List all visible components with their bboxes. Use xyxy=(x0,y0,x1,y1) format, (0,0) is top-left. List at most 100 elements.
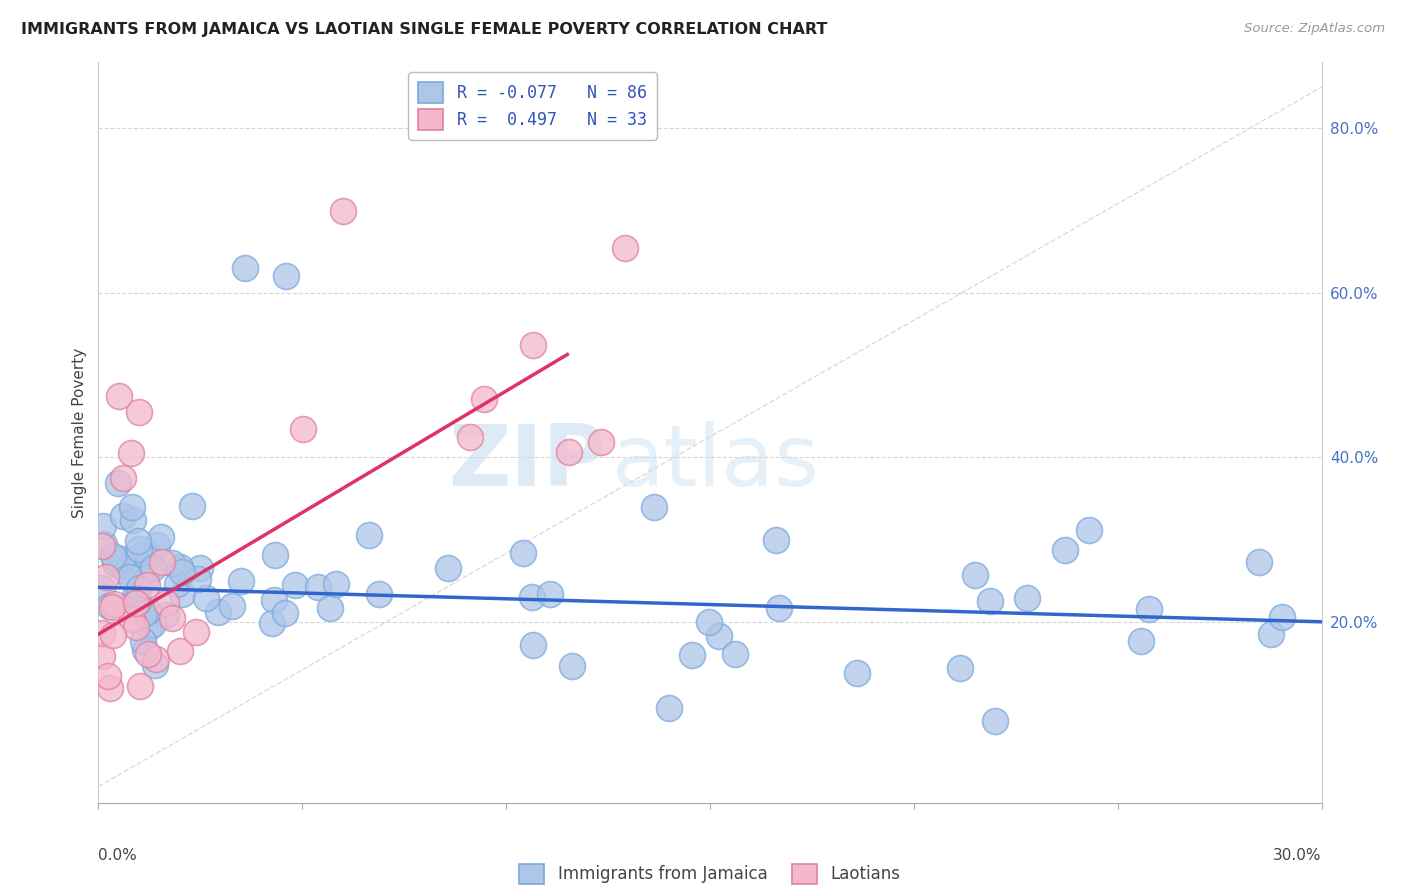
Point xyxy=(111,552,134,566)
Point xyxy=(142,561,165,575)
Point xyxy=(149,530,172,544)
Point xyxy=(522,638,544,652)
Point xyxy=(134,643,156,657)
Point xyxy=(561,659,583,673)
Point xyxy=(697,615,720,629)
Point xyxy=(169,643,191,657)
Point xyxy=(150,555,173,569)
Point xyxy=(472,392,495,407)
Point xyxy=(120,446,142,460)
Point xyxy=(136,603,159,617)
Point xyxy=(108,389,131,403)
Point xyxy=(110,559,132,574)
Point xyxy=(93,519,115,533)
Point xyxy=(101,628,124,642)
Point xyxy=(845,666,868,681)
Point xyxy=(1078,523,1101,537)
Point xyxy=(135,571,157,585)
Point xyxy=(357,528,380,542)
Point xyxy=(263,548,285,562)
Text: 0.0%: 0.0% xyxy=(98,848,138,863)
Point xyxy=(325,577,347,591)
Point xyxy=(658,701,681,715)
Point xyxy=(1053,543,1076,558)
Point xyxy=(709,629,731,643)
Point xyxy=(121,500,143,514)
Point xyxy=(160,611,183,625)
Point xyxy=(155,608,177,623)
Point xyxy=(308,580,330,594)
Point xyxy=(949,661,972,675)
Point xyxy=(187,572,209,586)
Point xyxy=(274,269,297,284)
Point xyxy=(128,581,150,595)
Point xyxy=(136,647,159,661)
Point xyxy=(111,471,134,485)
Point xyxy=(129,679,152,693)
Y-axis label: Single Female Poverty: Single Female Poverty xyxy=(72,348,87,517)
Point xyxy=(591,435,613,450)
Point xyxy=(538,586,561,600)
Point xyxy=(121,597,143,611)
Point xyxy=(142,616,165,631)
Point xyxy=(207,605,229,619)
Point xyxy=(138,619,160,633)
Point xyxy=(614,241,637,255)
Point xyxy=(91,649,114,664)
Point xyxy=(138,548,160,562)
Point xyxy=(437,561,460,575)
Point xyxy=(115,564,138,578)
Point xyxy=(122,591,145,606)
Point xyxy=(318,601,340,615)
Point xyxy=(180,499,202,513)
Point xyxy=(162,556,184,570)
Point xyxy=(101,599,124,614)
Point xyxy=(93,537,115,551)
Point xyxy=(128,405,150,419)
Point xyxy=(127,534,149,549)
Point xyxy=(107,475,129,490)
Legend: Immigrants from Jamaica, Laotians: Immigrants from Jamaica, Laotians xyxy=(513,857,907,891)
Point xyxy=(132,607,155,621)
Point xyxy=(91,540,114,554)
Point xyxy=(125,596,148,610)
Point xyxy=(367,586,389,600)
Point xyxy=(97,669,120,683)
Point xyxy=(91,625,114,640)
Point xyxy=(146,539,169,553)
Point xyxy=(512,546,534,560)
Point xyxy=(557,445,579,459)
Point xyxy=(522,590,544,604)
Point xyxy=(184,625,207,640)
Point xyxy=(131,547,153,561)
Text: ZIP: ZIP xyxy=(449,421,606,504)
Point xyxy=(169,560,191,574)
Point xyxy=(681,648,703,663)
Point xyxy=(263,593,285,607)
Point xyxy=(768,601,790,615)
Point xyxy=(127,595,149,609)
Point xyxy=(522,338,544,352)
Point xyxy=(723,648,745,662)
Point xyxy=(143,658,166,673)
Point xyxy=(233,261,256,276)
Point xyxy=(194,591,217,605)
Point xyxy=(1271,610,1294,624)
Point xyxy=(221,599,243,613)
Point xyxy=(1015,591,1038,605)
Point xyxy=(1129,634,1152,648)
Point xyxy=(136,577,159,591)
Point xyxy=(112,508,135,523)
Point xyxy=(120,569,142,583)
Point xyxy=(765,533,787,548)
Point xyxy=(131,633,153,648)
Text: 30.0%: 30.0% xyxy=(1274,848,1322,863)
Point xyxy=(229,574,252,588)
Text: Source: ZipAtlas.com: Source: ZipAtlas.com xyxy=(1244,22,1385,36)
Point xyxy=(1247,555,1270,569)
Point xyxy=(170,565,193,579)
Text: atlas: atlas xyxy=(612,421,820,504)
Point xyxy=(103,597,125,611)
Point xyxy=(145,652,167,666)
Point xyxy=(104,556,127,570)
